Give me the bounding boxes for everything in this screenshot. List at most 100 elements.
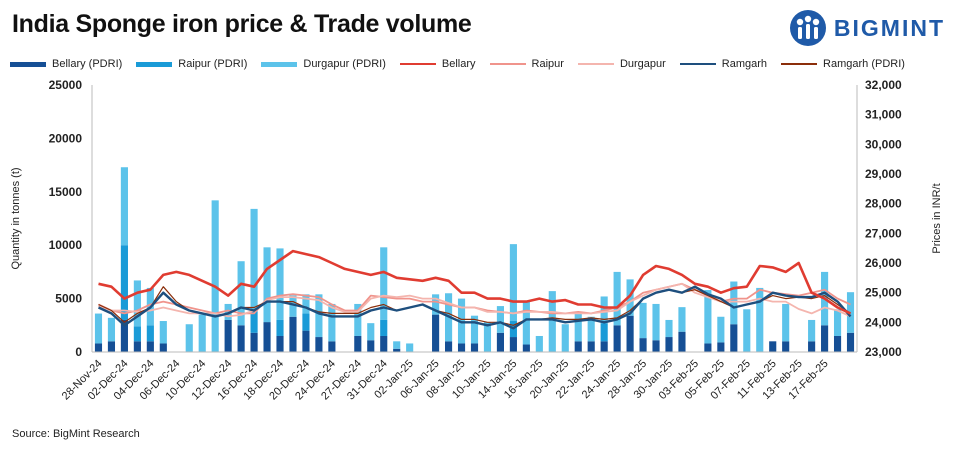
legend-swatch bbox=[679, 63, 716, 65]
y-tick-label: 15000 bbox=[49, 185, 83, 199]
bar-segment bbox=[846, 332, 855, 352]
bar-segment bbox=[821, 325, 829, 352]
bar-segment bbox=[146, 325, 154, 342]
bar-segment bbox=[574, 312, 582, 342]
legend-item: Ramgarh (PDRI) bbox=[781, 58, 905, 70]
legend-item: Raipur bbox=[489, 58, 564, 70]
legend-swatch bbox=[261, 61, 298, 67]
series-line-bellary bbox=[98, 249, 852, 315]
y2-tick-label: 26,000 bbox=[865, 256, 902, 270]
y2-tick-label: 27,000 bbox=[865, 226, 902, 240]
bar-segment bbox=[717, 316, 725, 343]
bar-segment bbox=[808, 319, 816, 342]
bar-segment bbox=[133, 326, 141, 342]
bar-segment bbox=[600, 323, 608, 342]
bar-segment bbox=[94, 313, 103, 344]
bar-segment bbox=[276, 335, 284, 352]
bar-segment bbox=[574, 341, 582, 352]
bar-segment bbox=[367, 340, 375, 352]
bar-segment bbox=[522, 344, 530, 352]
bar-segment bbox=[730, 281, 738, 325]
bar-segment bbox=[263, 247, 271, 323]
chart-lines bbox=[98, 249, 852, 330]
bar-segment bbox=[445, 341, 453, 352]
bar-segment bbox=[652, 340, 660, 352]
legend-item: Bellary (PDRI) bbox=[10, 58, 122, 70]
y-tick-label: 25000 bbox=[49, 78, 83, 92]
bar-segment bbox=[107, 317, 116, 342]
legend-label: Ramgarh (PDRI) bbox=[823, 58, 905, 70]
bar-segment bbox=[185, 324, 193, 352]
legend-label: Raipur bbox=[531, 58, 564, 70]
bar-segment bbox=[315, 337, 323, 352]
source-note: Source: BigMint Research bbox=[12, 428, 140, 440]
bar-segment bbox=[393, 348, 401, 352]
bar-segment bbox=[587, 341, 595, 352]
bar-segment bbox=[587, 316, 595, 342]
y2-tick-label: 30,000 bbox=[865, 137, 902, 151]
bar-segment bbox=[289, 316, 297, 352]
bar-segment bbox=[769, 341, 777, 352]
bar-segment bbox=[224, 303, 232, 320]
legend-label: Ramgarh bbox=[721, 58, 768, 70]
legend-item: Durgapur (PDRI) bbox=[261, 58, 386, 70]
bar-segment bbox=[94, 343, 103, 352]
bar-segment bbox=[652, 303, 660, 341]
bar-segment bbox=[665, 337, 673, 352]
bar-segment bbox=[146, 341, 154, 352]
bar-segment bbox=[470, 343, 479, 352]
legend-swatch bbox=[577, 63, 614, 65]
bar-segment bbox=[120, 319, 128, 352]
bar-segment bbox=[276, 319, 284, 336]
bar-segment bbox=[302, 294, 310, 314]
legend-swatch bbox=[136, 61, 173, 67]
bar-segment bbox=[276, 248, 284, 320]
bar-segment bbox=[432, 294, 440, 315]
bar-segment bbox=[808, 341, 816, 352]
bar-segment bbox=[250, 332, 258, 352]
bar-segment bbox=[133, 341, 141, 352]
bar-segment bbox=[315, 294, 323, 338]
bar-segment bbox=[704, 343, 712, 352]
bar-segment bbox=[782, 341, 790, 352]
bar-segment bbox=[211, 200, 219, 352]
y2-tick-label: 32,000 bbox=[865, 78, 902, 92]
bar-segment bbox=[509, 244, 517, 322]
bar-segment bbox=[600, 341, 608, 352]
bar-segment bbox=[133, 280, 141, 327]
bar-segment bbox=[509, 337, 517, 352]
y-tick-label: 20000 bbox=[49, 131, 83, 145]
y2-tick-label: 28,000 bbox=[865, 197, 902, 211]
chart-legend: Bellary (PDRI) Raipur (PDRI) Durgapur (PDR… bbox=[10, 58, 919, 70]
bar-segment bbox=[483, 322, 492, 352]
bar-segment bbox=[198, 314, 206, 352]
bar-segment bbox=[289, 295, 297, 317]
bar-segment bbox=[367, 323, 375, 341]
bar-segment bbox=[665, 319, 673, 338]
bar-segment bbox=[626, 279, 634, 316]
legend-label: Bellary bbox=[441, 58, 476, 70]
y-tick-label: 5000 bbox=[55, 292, 82, 306]
bar-segment bbox=[120, 245, 128, 320]
bar-segment bbox=[561, 324, 569, 352]
bar-segment bbox=[756, 287, 764, 352]
legend-item: Bellary bbox=[399, 58, 476, 70]
legend-item: Durgapur bbox=[577, 58, 666, 70]
y2-tick-label: 23,000 bbox=[865, 345, 902, 359]
bar-segment bbox=[328, 303, 336, 342]
bar-segment bbox=[107, 341, 116, 352]
chart-canvas: 0 5000 10000 15000 20000 25000 23,000 24,000 25,… bbox=[10, 78, 943, 402]
y2-tick-label: 25,000 bbox=[865, 286, 902, 300]
bar-segment bbox=[302, 330, 310, 352]
bar-segment bbox=[782, 303, 790, 342]
bar-segment bbox=[354, 303, 362, 336]
bar-segment bbox=[678, 307, 686, 332]
bar-segment bbox=[250, 311, 258, 333]
bar-segment bbox=[159, 321, 167, 344]
bar-segment bbox=[704, 290, 712, 344]
y2-tick-label: 31,000 bbox=[865, 108, 902, 122]
bar-segment bbox=[302, 313, 310, 331]
legend-item: Raipur (PDRI) bbox=[136, 58, 247, 70]
legend-label: Bellary (PDRI) bbox=[52, 58, 123, 70]
legend-label: Raipur (PDRI) bbox=[178, 58, 248, 70]
